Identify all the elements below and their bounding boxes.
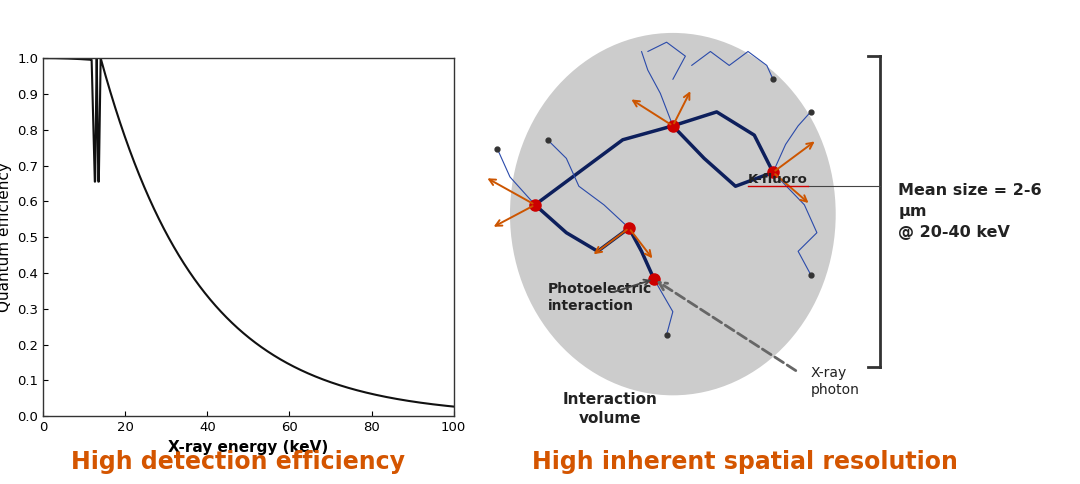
Text: High detection efficiency: High detection efficiency — [70, 450, 405, 474]
Ellipse shape — [510, 33, 836, 395]
Text: X-ray
photon: X-ray photon — [811, 366, 860, 397]
Text: Photoelectric
interaction: Photoelectric interaction — [548, 282, 652, 314]
Text: High inherent spatial resolution: High inherent spatial resolution — [532, 450, 958, 474]
Text: Interaction
volume: Interaction volume — [563, 393, 658, 426]
X-axis label: X-ray energy (keV): X-ray energy (keV) — [168, 439, 328, 454]
Text: K-fluoro: K-fluoro — [748, 173, 808, 186]
Text: Mean size = 2-6
μm
@ 20-40 keV: Mean size = 2-6 μm @ 20-40 keV — [899, 183, 1042, 240]
Y-axis label: Quantum efficiency: Quantum efficiency — [0, 162, 12, 312]
